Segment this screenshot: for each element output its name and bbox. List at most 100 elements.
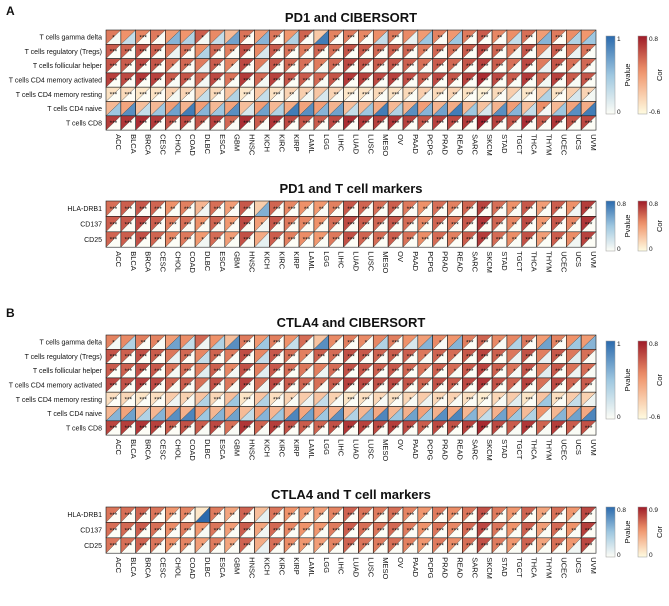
cell-diagonal (387, 522, 404, 538)
significance-stars: *** (184, 77, 192, 84)
cell-diagonal (254, 101, 270, 116)
significance-stars: *** (436, 543, 444, 550)
cell-diagonal (373, 537, 389, 554)
cell-diagonal (373, 216, 389, 232)
significance-stars: *** (362, 92, 370, 99)
cell-diagonal (165, 537, 181, 554)
significance-stars: ** (230, 237, 236, 244)
significance-stars: *** (332, 63, 340, 70)
significance-stars: *** (421, 382, 429, 389)
significance-stars: ** (230, 206, 236, 213)
cell-diagonal (387, 392, 404, 407)
cell-diagonal (180, 101, 196, 116)
cell-diagonal (194, 334, 211, 350)
column-label: BRCA (144, 134, 153, 155)
cell-diagonal (328, 231, 344, 248)
significance-stars: *** (377, 425, 385, 432)
cell-diagonal (239, 58, 255, 74)
significance-stars: * (424, 92, 427, 99)
cell-diagonal (358, 420, 374, 436)
cell-diagonal (447, 392, 463, 407)
cell-diagonal (254, 115, 270, 131)
column-label: GBM (233, 557, 242, 574)
significance-stars: *** (451, 512, 459, 519)
cell-diagonal (521, 537, 537, 554)
cell-diagonal (254, 334, 270, 350)
cell-diagonal (358, 406, 374, 421)
cell-diagonal (120, 44, 136, 59)
cell-diagonal (269, 231, 285, 248)
cell-diagonal (298, 72, 315, 88)
cell-diagonal (284, 115, 300, 131)
cell-diagonal (180, 363, 196, 379)
pvalue-triangle (254, 72, 270, 88)
cell-diagonal (313, 392, 329, 407)
cor-triangle (566, 507, 582, 523)
significance-stars: *** (496, 368, 504, 375)
cell-diagonal (150, 231, 166, 248)
cell-diagonal (447, 522, 463, 538)
cell-diagonal (551, 29, 567, 45)
significance-stars: *** (407, 512, 415, 519)
significance-stars: *** (436, 512, 444, 519)
significance-stars: *** (332, 237, 340, 244)
cell-diagonal (581, 537, 597, 554)
column-label: DLBC (203, 557, 212, 578)
significance-stars: *** (496, 120, 504, 127)
cell-diagonal (343, 349, 359, 364)
cell-diagonal (224, 377, 240, 393)
panel-b-label: B (6, 306, 15, 320)
cell-diagonal (581, 406, 597, 421)
column-label: LUSC (366, 557, 375, 578)
significance-stars: ** (512, 77, 518, 84)
significance-stars: * (587, 92, 590, 99)
significance-stars: ** (452, 63, 458, 70)
significance-stars: *** (555, 49, 563, 56)
cell-diagonal (447, 231, 463, 248)
cell-diagonal (194, 537, 211, 554)
cell-diagonal (269, 420, 285, 436)
pvalue-triangle (254, 101, 270, 116)
column-label: PRAD (441, 439, 450, 460)
significance-stars: *** (273, 512, 281, 519)
significance-stars: *** (332, 49, 340, 56)
cell-diagonal (150, 216, 166, 232)
significance-stars: *** (347, 368, 355, 375)
column-label: UVM (589, 134, 598, 151)
cell-diagonal (432, 231, 448, 248)
heatmap-title: PD1 and T cell markers (279, 181, 422, 196)
cell-diagonal (328, 406, 344, 421)
cell-diagonal (432, 72, 448, 88)
significance-stars: *** (214, 77, 222, 84)
cell-diagonal (284, 334, 300, 350)
column-label: LUSC (366, 439, 375, 460)
significance-stars: *** (139, 512, 147, 519)
cell-diagonal (477, 392, 493, 407)
significance-stars: *** (243, 221, 251, 228)
column-label: PCPG (426, 439, 435, 460)
column-label: LIHC (337, 557, 346, 575)
significance-stars: *** (466, 354, 474, 361)
cell-diagonal (521, 420, 537, 436)
significance-stars: *** (288, 382, 296, 389)
cell-diagonal (239, 392, 255, 407)
significance-stars: *** (273, 92, 281, 99)
significance-stars: ** (512, 120, 518, 127)
cell-diagonal (373, 506, 389, 523)
cell-diagonal (417, 87, 433, 102)
pvalue-triangle (254, 30, 270, 45)
column-label: SARC (470, 439, 479, 460)
significance-stars: *** (525, 49, 533, 56)
significance-stars: *** (243, 527, 251, 534)
significance-stars: * (513, 49, 516, 56)
significance-stars: *** (273, 63, 281, 70)
cell-diagonal (581, 115, 597, 131)
cell-diagonal (387, 349, 404, 364)
cell-diagonal (373, 377, 389, 393)
cell-diagonal (432, 200, 448, 217)
significance-stars: *** (585, 527, 593, 534)
cell-diagonal (239, 363, 255, 379)
column-label: UCEC (559, 251, 568, 273)
cell-diagonal (521, 406, 537, 421)
